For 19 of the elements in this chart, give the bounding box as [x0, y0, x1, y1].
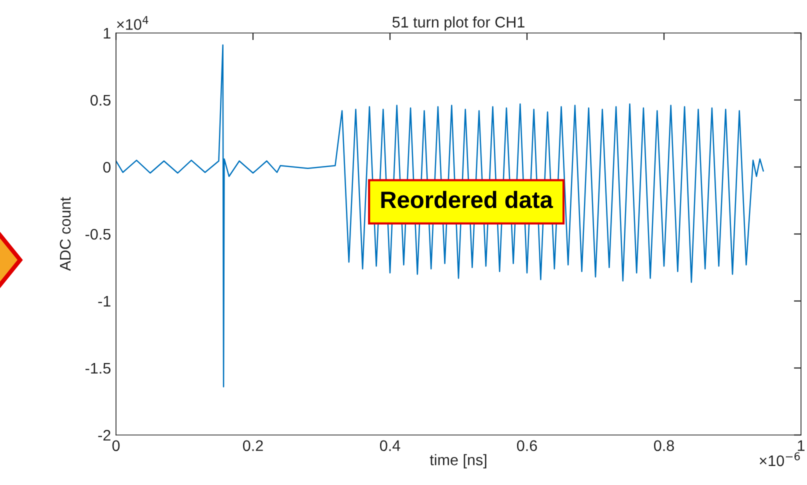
- y-tick-label: -1.5: [85, 363, 110, 374]
- x-tick-label: 0.8: [654, 440, 674, 452]
- x-tick-label: 0.4: [380, 440, 400, 452]
- text: ×10$^{4}$: [117, 16, 148, 30]
- text: ×10$^{−6}$: [760, 452, 800, 466]
- x-tick-label: 0: [112, 440, 120, 452]
- y-tick-label: 1: [104, 28, 110, 39]
- y-tick-label: -2: [98, 430, 110, 441]
- x-tick-label: 0.6: [516, 440, 537, 452]
- x-tick-label: 0.2: [242, 440, 263, 452]
- y-tick-label: 0.5: [90, 94, 110, 106]
- y-axis-title: ADC count: [60, 197, 71, 271]
- chart-title: 51 turn plot for CH1: [392, 16, 524, 31]
- x-tick-label: 1: [798, 440, 805, 451]
- x-axis-title: time [ns]: [430, 454, 486, 468]
- annotation: Reordered data: [381, 190, 554, 208]
- y-tick-label: -0.5: [85, 228, 110, 240]
- y-tick-label: -1: [98, 296, 110, 307]
- y-tick-label: 0: [103, 162, 111, 173]
